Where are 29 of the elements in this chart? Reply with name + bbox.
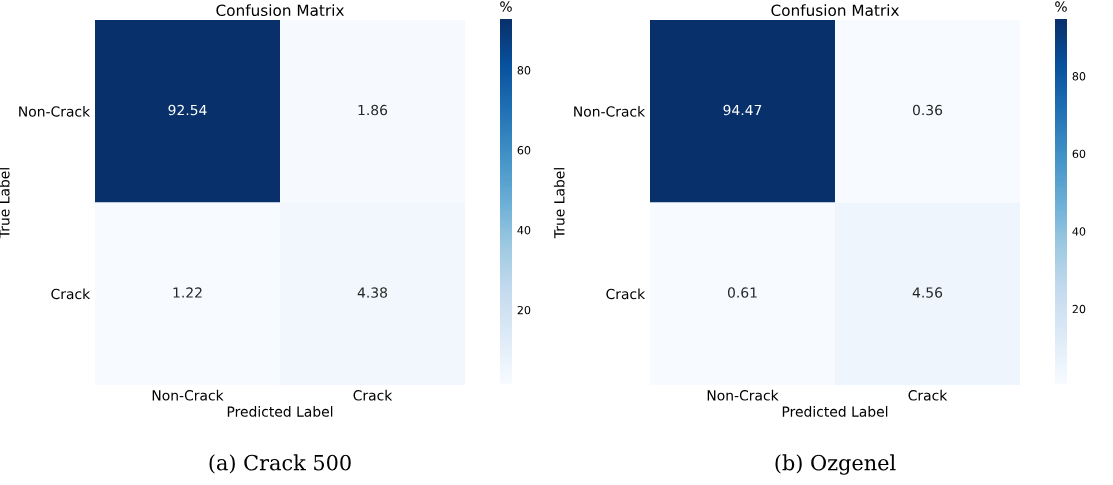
x-tick-label: Crack: [908, 389, 948, 401]
data-label: 0.61: [727, 287, 757, 298]
data-label: 1.22: [173, 287, 202, 298]
color-bar-label: 40: [1072, 227, 1086, 236]
x-tick-label: Non-Crack: [707, 389, 779, 401]
color-bar-label: 20: [1072, 304, 1086, 314]
chart-title: Confusion Matrix: [771, 4, 899, 17]
y-axis-title: True Label: [553, 168, 565, 239]
color-bar-label: 20: [517, 305, 531, 315]
data-label: 4.56: [912, 287, 943, 298]
x-axis-title: Predicted Label: [782, 406, 888, 417]
data-label: 94.47: [723, 104, 762, 116]
data-label: 0.36: [912, 104, 943, 116]
color-bar-label: 60: [1072, 149, 1086, 159]
color-bar-label: 60: [517, 146, 531, 155]
text: (b) Ozgenel: [775, 454, 896, 475]
chart-title: Confusion Matrix: [216, 4, 344, 17]
text: (a) Crack 500: [209, 454, 351, 474]
x-axis-title: Predicted Label: [227, 406, 333, 417]
color-bar-label: 80: [1072, 72, 1086, 81]
color-bar-label: 40: [517, 225, 531, 235]
data-label: 92.54: [168, 104, 207, 116]
x-tick-label: Non-Crack: [152, 389, 224, 401]
color-bar-label: 80: [517, 66, 531, 75]
data-label: 4.38: [357, 287, 388, 298]
x-tick-label: Crack: [353, 389, 393, 401]
color-bar-title: %: [500, 1, 512, 12]
data-label: 1.86: [358, 104, 388, 116]
color-bar-title: %: [1055, 1, 1067, 12]
